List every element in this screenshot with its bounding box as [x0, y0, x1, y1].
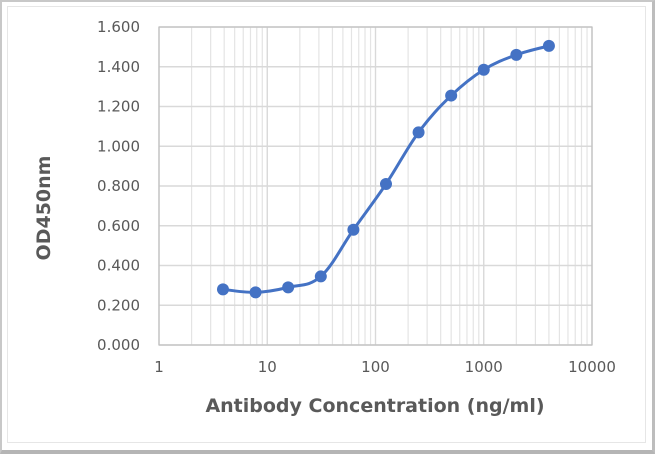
x-tick-label: 1	[154, 358, 164, 376]
data-point-marker	[477, 63, 490, 76]
data-point-marker	[249, 286, 262, 299]
data-point-marker	[379, 178, 392, 191]
data-point-marker	[510, 48, 523, 61]
x-axis-tick-labels: 1 10 100 1000 10000	[154, 358, 616, 376]
data-point-marker	[314, 270, 327, 283]
plot-area-border	[158, 26, 593, 346]
x-tick-label: 100	[361, 358, 390, 376]
y-tick-label: 0.400	[97, 257, 140, 275]
data-point-marker	[542, 39, 555, 52]
y-tick-label: 1.200	[97, 98, 140, 116]
data-point-marker	[216, 283, 229, 296]
data-point-marker	[282, 281, 295, 294]
y-tick-label: 0.800	[97, 177, 140, 195]
y-tick-label: 0.600	[97, 217, 140, 235]
series-markers	[216, 39, 555, 299]
y-tick-label: 0.200	[97, 296, 140, 314]
y-tick-label: 1.000	[97, 137, 140, 155]
x-axis-title: Antibody Concentration (ng/ml)	[205, 395, 544, 417]
series-line	[221, 44, 551, 294]
x-tick-label: 10	[258, 358, 277, 376]
x-tick-label: 1000	[465, 358, 503, 376]
data-point-marker	[412, 126, 425, 139]
y-axis-title: OD450nm	[33, 156, 55, 261]
y-tick-label: 1.400	[97, 58, 140, 76]
x-tick-label: 10000	[568, 358, 616, 376]
y-tick-label: 1.600	[97, 18, 140, 36]
y-tick-label: 0.000	[97, 336, 140, 354]
chart-inner-border	[7, 6, 646, 443]
data-point-marker	[347, 223, 360, 236]
data-point-marker	[445, 89, 458, 102]
y-axis-tick-labels: 0.000 0.200 0.400 0.600 0.800 1.000 1.200 1.400…	[97, 18, 140, 354]
